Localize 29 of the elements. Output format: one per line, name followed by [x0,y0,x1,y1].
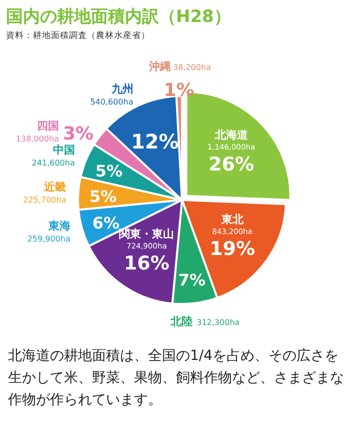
text: 12% [130,129,179,154]
slice-label: 東海 [47,220,70,233]
text: 1% [164,80,194,102]
data-label: 312,300ha [196,318,240,328]
chart-title: 国内の耕地面積内訳（H28） [6,7,231,27]
text: 26% [208,154,254,176]
data-label: 241,600ha [32,158,75,168]
text: 5% [95,162,123,181]
slice-label: 四国 [36,119,59,132]
slice-label: 中国 [52,144,75,157]
text: 5% [90,186,117,206]
text: 北海道の耕地面積は、全国の1/4を占め、その広さを生かして米、野菜、果物、飼料作物など、さまざまな作物が作られています。 [7,348,344,408]
text: 7% [178,270,206,290]
data-label: 540,600ha [90,98,134,107]
slice-label: 沖縄 [148,60,171,74]
chart-subtitle: 資料：耕地面積調査（農林水産省） [6,30,150,41]
text: 3% [62,123,94,144]
data-label: 225,700ha [23,195,66,204]
slice-label: 東北 [220,212,244,226]
data-label: 259,900ha [27,234,70,244]
text: 19% [210,238,256,260]
text: 16% [124,252,170,274]
text: 6% [92,214,120,233]
slice-label: 近畿 [43,180,66,194]
slice-label: 北陸 [170,315,193,328]
data-label: 138,000ha [16,134,60,144]
data-label: 38,200ha [172,63,212,72]
slice-label: 九州 [110,82,134,96]
slice-label: 北海道 [214,128,249,142]
